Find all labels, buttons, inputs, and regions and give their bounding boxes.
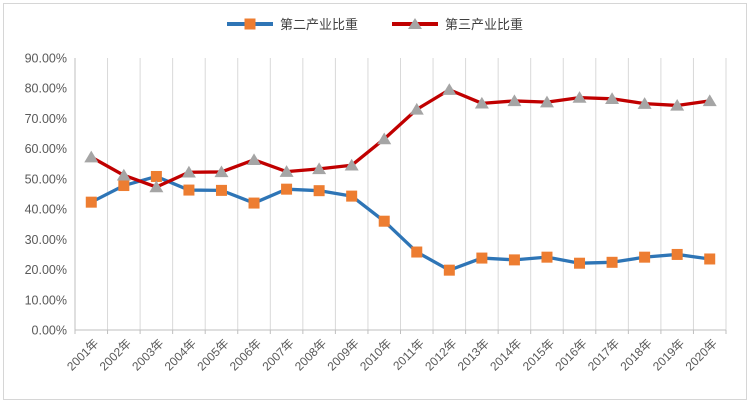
x-tick-label: 2012年 (422, 336, 459, 373)
square-marker-icon (183, 184, 195, 196)
x-tick-label: 2014年 (487, 336, 524, 373)
triangle-marker-icon (507, 94, 522, 107)
triangle-marker-icon (474, 96, 489, 109)
x-tick-label: 2013年 (455, 336, 492, 373)
legend-item-secondary: 第二产业比重 (226, 14, 358, 33)
y-tick-label: 80.00% (25, 82, 67, 96)
x-tick-label: 2005年 (194, 336, 231, 373)
square-marker-icon (215, 184, 227, 196)
x-axis-labels: 2001年2002年2003年2004年2005年2006年2007年2008年… (64, 336, 720, 373)
series-markers-secondary (85, 170, 716, 276)
square-marker-icon (443, 264, 455, 276)
y-axis-labels: 0.00% 10.00% 20.00% 30.00% 40.00% 50.00% 60.00… (25, 52, 67, 338)
x-tick-label: 2017年 (585, 336, 622, 373)
x-tick-label: 2011年 (390, 336, 427, 373)
triangle-marker-icon (409, 102, 424, 115)
x-tick-label: 2010年 (357, 336, 394, 373)
square-marker-icon (378, 215, 390, 227)
triangle-marker-icon (312, 162, 327, 175)
square-marker-icon (606, 256, 618, 268)
x-tick-label: 2009年 (325, 336, 362, 373)
triangle-marker-icon (572, 91, 587, 103)
legend-label-tertiary: 第三产业比重 (445, 17, 524, 32)
triangle-marker-icon (637, 97, 652, 109)
axes (74, 58, 726, 331)
square-marker-icon (248, 197, 260, 209)
square-marker-icon (118, 180, 130, 192)
x-tick-label: 2020年 (683, 336, 720, 373)
series-markers-tertiary (84, 83, 717, 193)
triangle-marker-icon (279, 165, 294, 177)
square-marker-icon (508, 254, 520, 266)
triangle-marker-icon (247, 153, 262, 166)
y-tick-label: 30.00% (25, 233, 67, 247)
x-tick-label: 2007年 (259, 336, 296, 373)
y-tick-label: 40.00% (25, 203, 67, 217)
y-tick-label: 10.00% (25, 293, 67, 307)
square-marker-icon (150, 170, 162, 182)
triangle-marker-icon (116, 168, 131, 181)
x-tick-label: 2001年 (64, 336, 101, 373)
legend-label-secondary: 第二产业比重 (279, 17, 358, 32)
square-marker-icon (346, 190, 358, 202)
square-marker-icon (244, 18, 256, 29)
y-tick-label: 60.00% (25, 142, 67, 156)
triangle-marker-icon (539, 95, 554, 108)
triangle-marker-icon (442, 83, 457, 95)
triangle-marker-icon (149, 180, 164, 193)
series-line-tertiary (89, 88, 712, 189)
triangle-marker-icon (605, 92, 620, 104)
legend-swatch-tertiary (392, 17, 438, 29)
legend: 第二产业比重 第三产业比重 (0, 14, 750, 33)
square-marker-icon (313, 185, 325, 197)
legend-item-tertiary: 第三产业比重 (392, 14, 523, 33)
x-tick-label: 2016年 (552, 336, 589, 373)
gridlines (74, 58, 727, 334)
square-marker-icon (85, 196, 97, 208)
x-tick-label: 2002年 (97, 336, 134, 373)
square-marker-icon (476, 252, 488, 264)
triangle-marker-icon (214, 165, 229, 178)
triangle-marker-icon (181, 165, 196, 178)
y-tick-label: 20.00% (25, 263, 67, 277)
triangle-marker-icon (670, 98, 685, 111)
square-marker-icon (411, 246, 423, 258)
y-tick-label: 70.00% (25, 112, 67, 126)
x-tick-label: 2008年 (292, 336, 329, 373)
square-marker-icon (639, 251, 651, 263)
square-marker-icon (541, 251, 553, 263)
x-tick-label: 2019年 (650, 336, 687, 373)
triangle-marker-icon (344, 158, 359, 171)
y-tick-label: 90.00% (25, 52, 67, 66)
y-tick-label: 50.00% (25, 172, 67, 186)
triangle-marker-icon (408, 17, 422, 29)
x-tick-label: 2015年 (520, 336, 557, 373)
triangle-marker-icon (84, 150, 99, 163)
legend-swatch-secondary (226, 18, 273, 29)
square-marker-icon (704, 253, 716, 265)
triangle-marker-icon (702, 94, 717, 107)
square-marker-icon (671, 248, 683, 260)
x-tick-label: 2018年 (617, 336, 654, 373)
square-marker-icon (574, 257, 586, 269)
square-marker-icon (281, 183, 293, 195)
triangle-marker-icon (377, 132, 392, 145)
x-tick-label: 2006年 (227, 336, 264, 373)
x-tick-label: 2003年 (129, 336, 166, 373)
x-tick-label: 2004年 (162, 336, 199, 373)
y-tick-label: 0.00% (32, 324, 67, 338)
